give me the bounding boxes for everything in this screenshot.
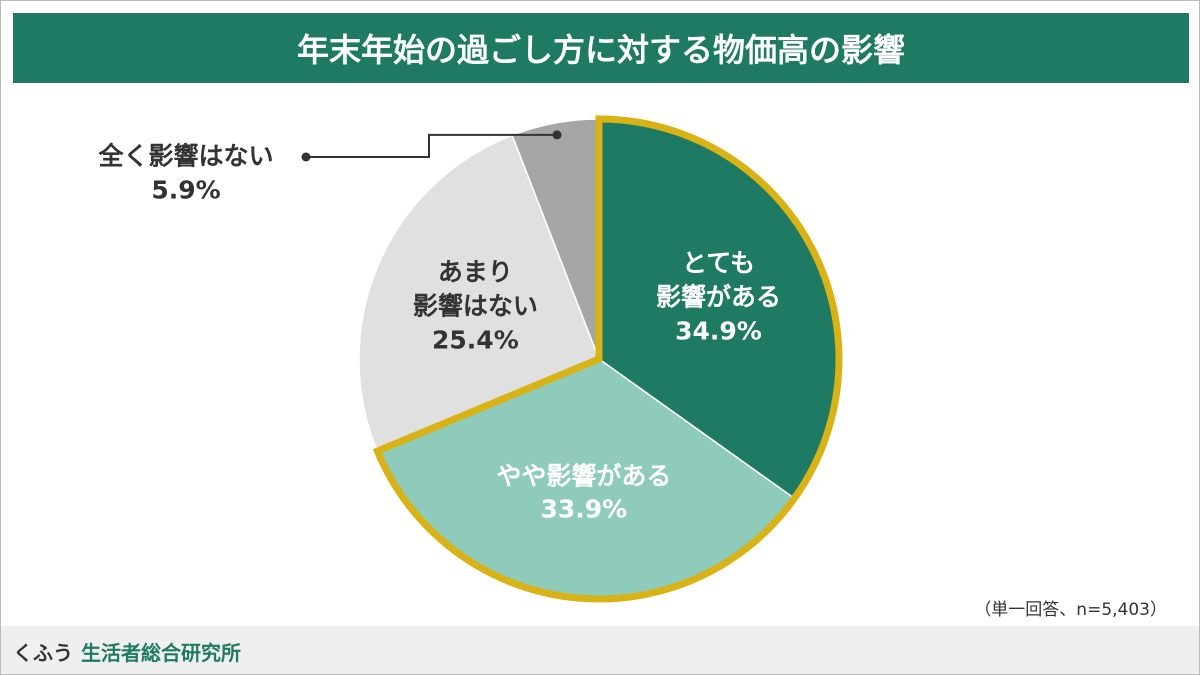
- category-label: あまり 影響はない: [412, 257, 538, 321]
- slice-label: 全く影響はない 5.9%: [98, 139, 273, 207]
- leader-dot: [552, 130, 562, 140]
- org-name: 生活者総合研究所: [81, 640, 241, 665]
- category-label: やや影響がある: [496, 460, 672, 490]
- value-label: 5.9%: [151, 175, 221, 204]
- leader-line: [306, 133, 558, 158]
- category-label: 全く影響はない: [98, 141, 274, 171]
- value-label: 25.4%: [432, 325, 519, 355]
- highlight-outline: [372, 115, 843, 603]
- leader-dot: [301, 152, 311, 162]
- value-label: 34.9%: [675, 316, 762, 346]
- pie-slice: [358, 134, 600, 453]
- footer: くふう 生活者総合研究所: [1, 626, 1199, 674]
- brand: くふう: [13, 640, 73, 665]
- chart-title: 年末年始の過ごし方に対する物価高の影響: [13, 13, 1189, 83]
- slice-label: あまり 影響はない 25.4%: [413, 256, 538, 357]
- value-label: 33.9%: [540, 494, 628, 524]
- category-label: とても 影響がある: [655, 248, 781, 312]
- slice-label: やや影響がある 33.9%: [496, 459, 671, 527]
- note: （単一回答、n=5,403）: [974, 600, 1167, 620]
- slice-label: とても 影響がある 34.9%: [656, 247, 781, 348]
